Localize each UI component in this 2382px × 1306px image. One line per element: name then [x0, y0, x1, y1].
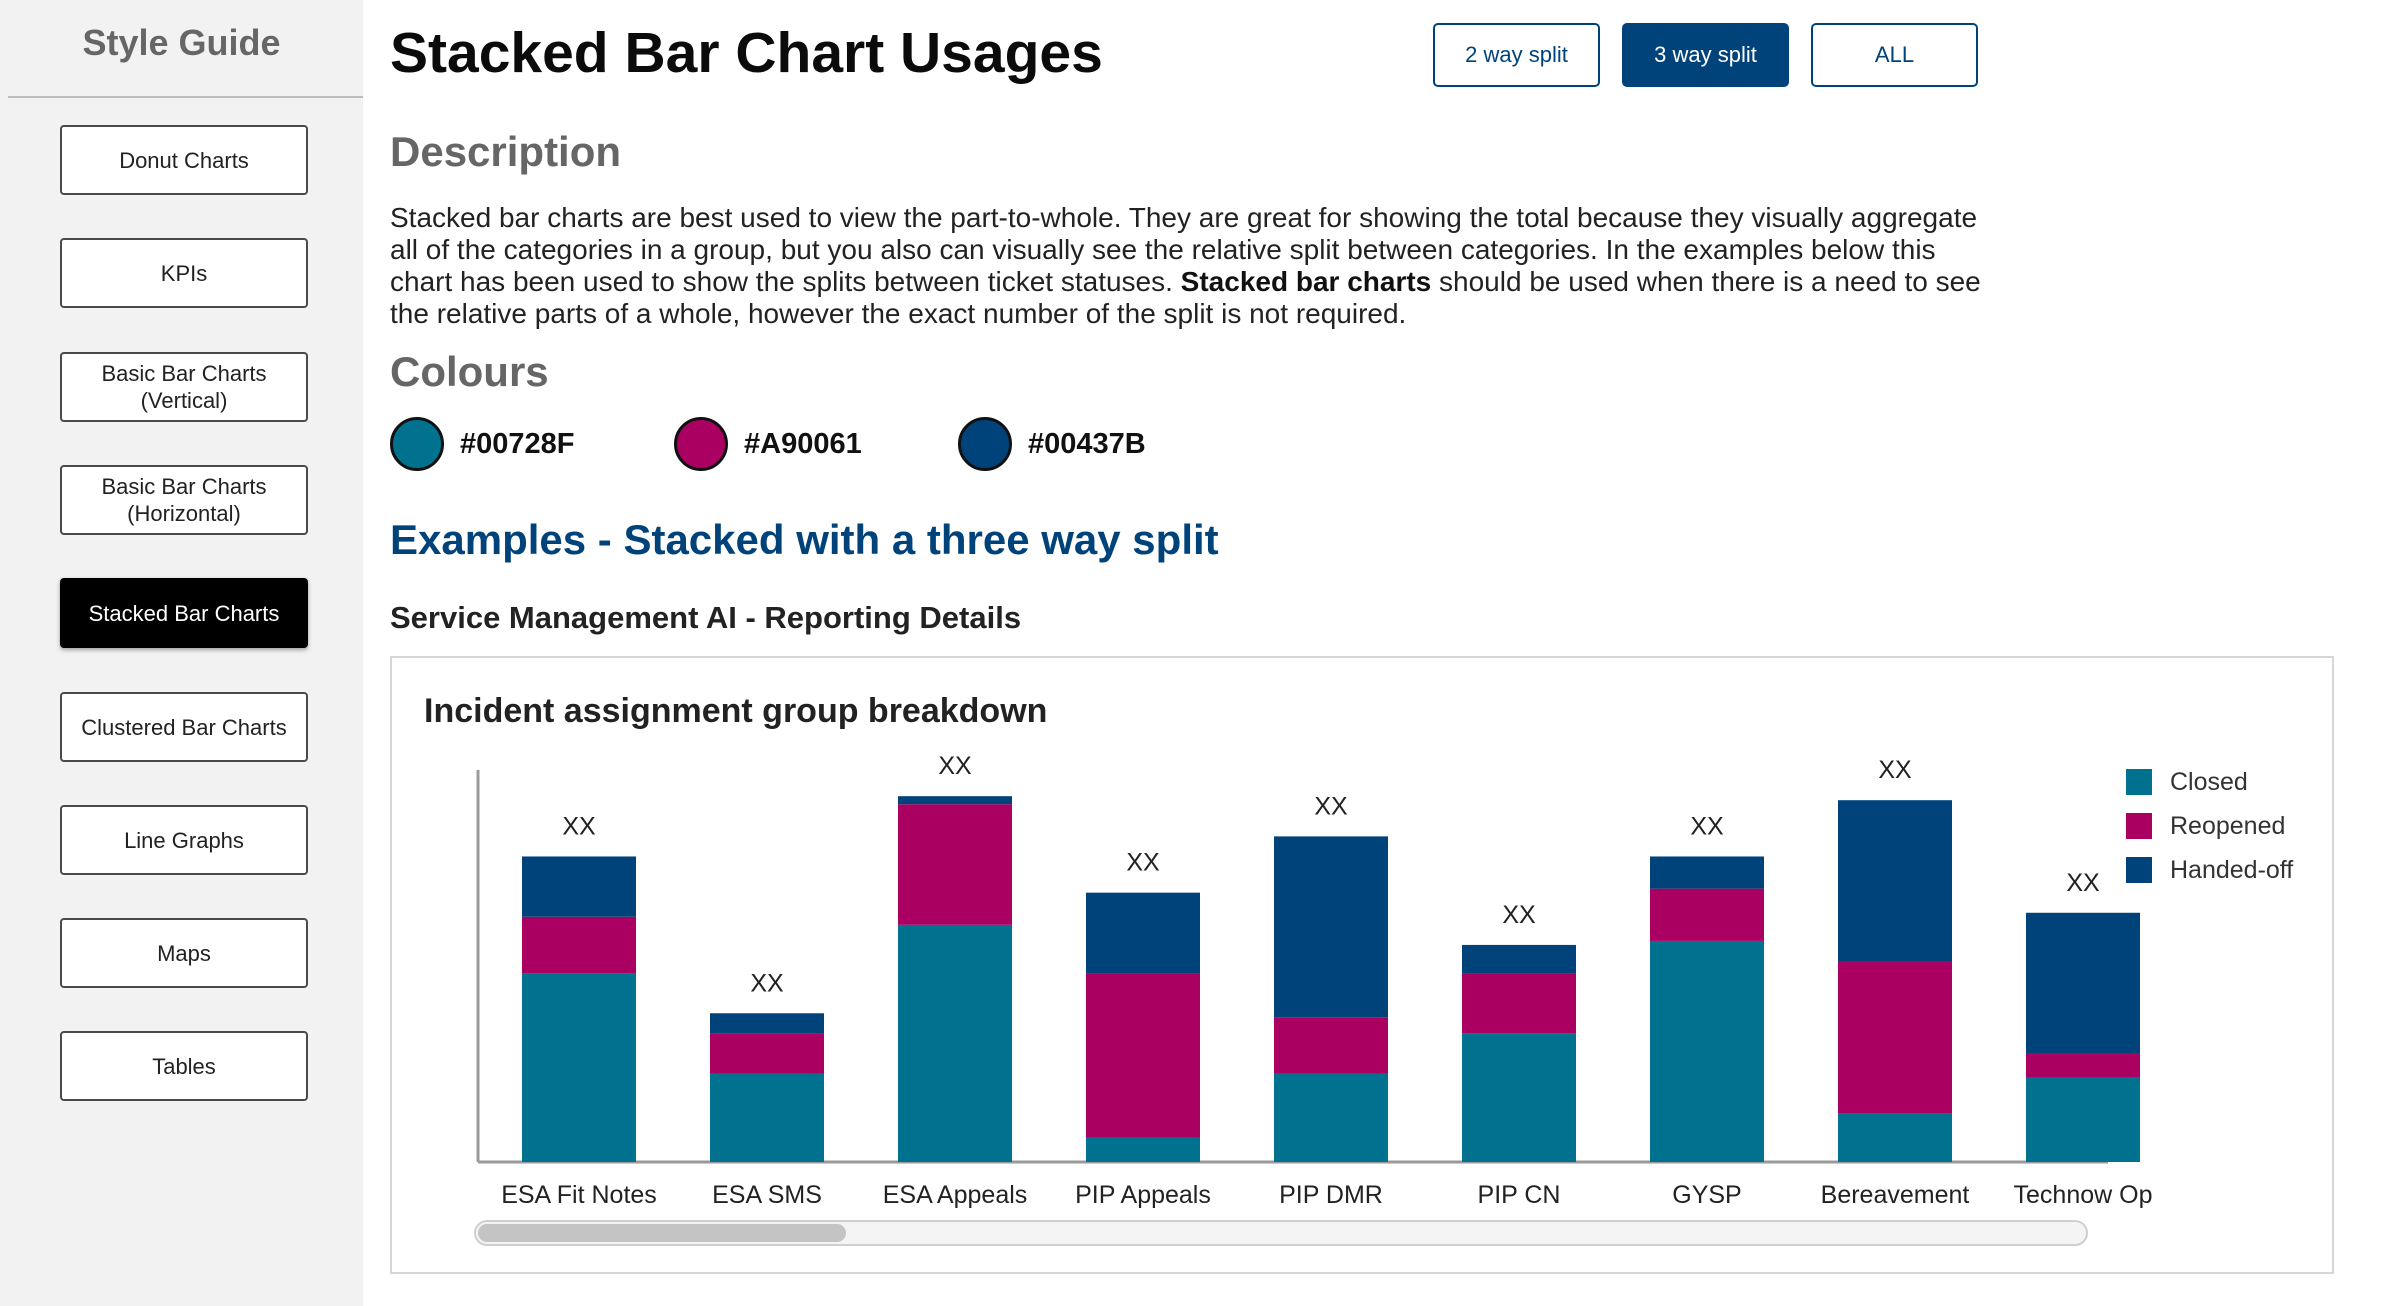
- x-tick-label: Technow Op: [2014, 1181, 2153, 1209]
- chart-scrollbar-thumb[interactable]: [478, 1224, 846, 1242]
- bar-segment-closed[interactable]: [710, 1073, 824, 1162]
- bar-segment-reopened[interactable]: [1086, 973, 1200, 1138]
- legend-item-reopened[interactable]: Reopened: [2126, 804, 2293, 848]
- all-button[interactable]: ALL: [1811, 23, 1978, 87]
- chart-horizontal-scrollbar[interactable]: [474, 1220, 2088, 1246]
- bar-total-label: XX: [1126, 849, 1160, 877]
- x-tick-label: PIP DMR: [1279, 1181, 1383, 1209]
- bar-segment-handed-off[interactable]: [710, 1013, 824, 1034]
- legend-item-handed-off[interactable]: Handed-off: [2126, 848, 2293, 892]
- chart-legend: Closed Reopened Handed-off: [2126, 760, 2293, 892]
- bar-segment-reopened[interactable]: [522, 916, 636, 974]
- three-way-split-button[interactable]: 3 way split: [1622, 23, 1789, 87]
- colour-label-magenta: #A90061: [744, 428, 862, 460]
- x-tick-label: PIP CN: [1478, 1181, 1561, 1209]
- colour-swatch-magenta: [674, 417, 728, 471]
- bar-total-label: XX: [938, 752, 972, 780]
- bar-segment-closed[interactable]: [1650, 940, 1764, 1162]
- bar-segment-handed-off[interactable]: [522, 856, 636, 917]
- examples-subtitle: Service Management AI - Reporting Detail…: [390, 600, 1022, 635]
- bar-total-label: XX: [562, 812, 596, 840]
- examples-title: Examples - Stacked with a three way spli…: [390, 516, 1219, 563]
- bar-segment-reopened[interactable]: [1838, 961, 1952, 1114]
- legend-item-closed[interactable]: Closed: [2126, 760, 2293, 804]
- x-tick-label: PIP Appeals: [1075, 1181, 1211, 1209]
- legend-label-closed: Closed: [2170, 767, 2248, 796]
- bar-segment-handed-off[interactable]: [1086, 892, 1200, 974]
- bar-total-label: XX: [1314, 792, 1348, 820]
- x-tick-label: GYSP: [1672, 1181, 1741, 1209]
- two-way-split-button[interactable]: 2 way split: [1433, 23, 1600, 87]
- description-bold-text: Stacked bar charts: [1180, 266, 1432, 297]
- page-title: Stacked Bar Chart Usages: [390, 21, 1103, 85]
- bar-segment-closed[interactable]: [1838, 1113, 1952, 1162]
- description-text-end: should be used when there is a need to s…: [390, 266, 1981, 329]
- sidebar: Style Guide Donut Charts KPIs Basic Bar …: [0, 0, 363, 1306]
- description-heading: Description: [390, 128, 622, 175]
- colour-swatch-teal: [390, 417, 444, 471]
- nav-kpis[interactable]: KPIs: [60, 238, 308, 308]
- bar-segment-closed[interactable]: [2026, 1077, 2140, 1162]
- chart-title: Incident assignment group breakdown: [424, 692, 1048, 730]
- bar-segment-reopened[interactable]: [898, 804, 1012, 925]
- bar-segment-reopened[interactable]: [1274, 1017, 1388, 1074]
- bar-total-label: XX: [1878, 756, 1912, 784]
- description-text: Stacked bar charts are best used to view…: [390, 202, 1990, 330]
- legend-label-reopened: Reopened: [2170, 811, 2286, 840]
- nav-line-graphs[interactable]: Line Graphs: [60, 805, 308, 875]
- colour-label-navy: #00437B: [1028, 428, 1146, 460]
- nav-maps[interactable]: Maps: [60, 918, 308, 988]
- nav-clustered-bar-charts[interactable]: Clustered Bar Charts: [60, 692, 308, 762]
- nav-tables[interactable]: Tables: [60, 1031, 308, 1101]
- bar-segment-reopened[interactable]: [2026, 1053, 2140, 1078]
- bar-segment-handed-off[interactable]: [1462, 944, 1576, 974]
- x-tick-label: ESA SMS: [712, 1181, 822, 1209]
- bar-total-label: XX: [1502, 901, 1536, 929]
- legend-swatch-reopened: [2126, 813, 2152, 839]
- bar-segment-closed[interactable]: [898, 924, 1012, 1162]
- bar-segment-handed-off[interactable]: [898, 796, 1012, 805]
- colour-label-teal: #00728F: [460, 428, 575, 460]
- bar-segment-reopened[interactable]: [1462, 973, 1576, 1034]
- legend-swatch-handed-off: [2126, 857, 2152, 883]
- bar-segment-reopened[interactable]: [710, 1033, 824, 1074]
- bar-segment-closed[interactable]: [1462, 1033, 1576, 1162]
- bar-segment-handed-off[interactable]: [1838, 800, 1952, 961]
- bar-segment-closed[interactable]: [1086, 1137, 1200, 1162]
- bar-total-label: XX: [750, 969, 784, 997]
- bar-segment-closed[interactable]: [1274, 1073, 1388, 1162]
- x-tick-label: ESA Fit Notes: [501, 1181, 657, 1209]
- sidebar-divider: [8, 96, 363, 98]
- bar-segment-handed-off[interactable]: [2026, 912, 2140, 1054]
- sidebar-title: Style Guide: [82, 22, 281, 63]
- bar-total-label: XX: [2066, 869, 2100, 897]
- nav-basic-bar-vertical[interactable]: Basic Bar Charts (Vertical): [60, 352, 308, 422]
- nav-donut-charts[interactable]: Donut Charts: [60, 125, 308, 195]
- bar-total-label: XX: [1690, 812, 1724, 840]
- legend-label-handed-off: Handed-off: [2170, 855, 2294, 884]
- description-text-start: Stacked bar charts are best used to view…: [390, 202, 1978, 297]
- nav-basic-bar-horizontal[interactable]: Basic Bar Charts (Horizontal): [60, 465, 308, 535]
- bar-segment-reopened[interactable]: [1650, 888, 1764, 941]
- bar-segment-handed-off[interactable]: [1650, 856, 1764, 889]
- bar-segment-closed[interactable]: [522, 973, 636, 1162]
- x-tick-label: ESA Appeals: [883, 1181, 1028, 1209]
- x-tick-label: Bereavement: [1821, 1181, 1970, 1209]
- nav-stacked-bar-charts[interactable]: Stacked Bar Charts: [60, 578, 308, 648]
- colour-swatch-navy: [958, 417, 1012, 471]
- colours-heading: Colours: [390, 348, 549, 395]
- bar-segment-handed-off[interactable]: [1274, 836, 1388, 1018]
- legend-swatch-closed: [2126, 769, 2152, 795]
